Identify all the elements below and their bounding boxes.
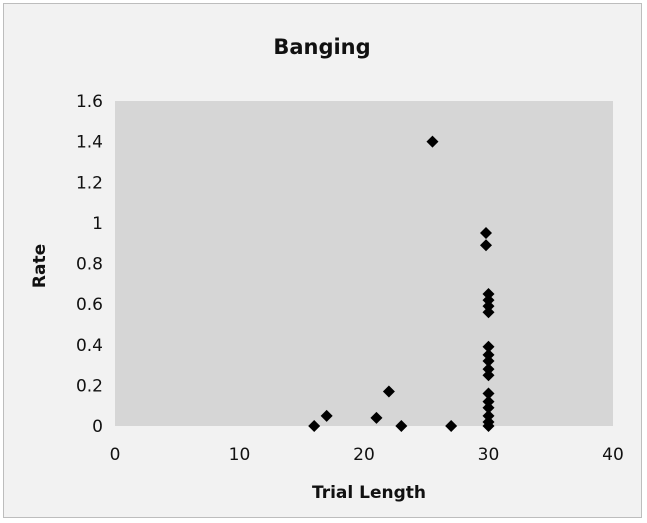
- x-tick-label: 20: [353, 445, 375, 465]
- data-point-marker: [482, 300, 495, 313]
- scatter-chart: Banging Trial Length Rate 0 10 20 30 40 0 0.2…: [30, 35, 624, 503]
- data-point-marker: [445, 420, 458, 432]
- y-tick-label: 1.6: [76, 92, 103, 112]
- data-point-marker: [370, 411, 383, 424]
- x-axis-title: Trial Length: [312, 483, 426, 503]
- x-tick-label: 30: [478, 445, 500, 465]
- x-tick-label: 0: [110, 445, 121, 465]
- data-point-marker: [395, 420, 408, 432]
- data-point-marker: [482, 409, 495, 422]
- data-point-marker: [482, 420, 495, 432]
- data-points: [308, 135, 495, 432]
- data-point-marker: [482, 401, 495, 414]
- y-tick-label: 0.8: [76, 255, 103, 275]
- data-point-marker: [482, 355, 495, 367]
- plot-area: [115, 101, 613, 426]
- data-point-marker: [482, 369, 495, 382]
- y-tick-label: 0.2: [76, 376, 103, 396]
- y-tick-label: 1.2: [76, 173, 103, 193]
- y-tick-labels: 0 0.2 0.4 0.6 0.8 1 1.2 1.4 1.6: [76, 92, 103, 437]
- y-axis-title: Rate: [30, 244, 50, 288]
- data-point-marker: [480, 227, 493, 240]
- data-point-marker: [482, 294, 495, 307]
- x-tick-labels: 0 10 20 30 40: [110, 445, 624, 465]
- data-point-marker: [482, 340, 495, 353]
- data-point-marker: [482, 348, 495, 361]
- x-tick-label: 10: [229, 445, 251, 465]
- x-tick-label: 40: [602, 445, 624, 465]
- y-tick-label: 0.4: [76, 336, 103, 356]
- data-point-marker: [482, 306, 495, 319]
- chart-title: Banging: [273, 35, 370, 59]
- y-tick-label: 0.6: [76, 295, 103, 315]
- y-tick-label: 1.4: [76, 133, 103, 153]
- data-point-marker: [482, 395, 495, 408]
- chart-frame: Banging Trial Length Rate 0 10 20 30 40 0 0.2…: [3, 3, 642, 518]
- data-point-marker: [482, 287, 495, 300]
- data-point-marker: [382, 385, 395, 398]
- data-point-marker: [480, 239, 493, 252]
- data-point-marker: [426, 135, 439, 148]
- data-point-marker: [308, 420, 321, 432]
- y-tick-label: 0: [92, 417, 103, 437]
- data-point-marker: [482, 387, 495, 400]
- data-point-marker: [320, 409, 333, 422]
- y-tick-label: 1: [92, 214, 103, 234]
- data-point-marker: [482, 363, 495, 376]
